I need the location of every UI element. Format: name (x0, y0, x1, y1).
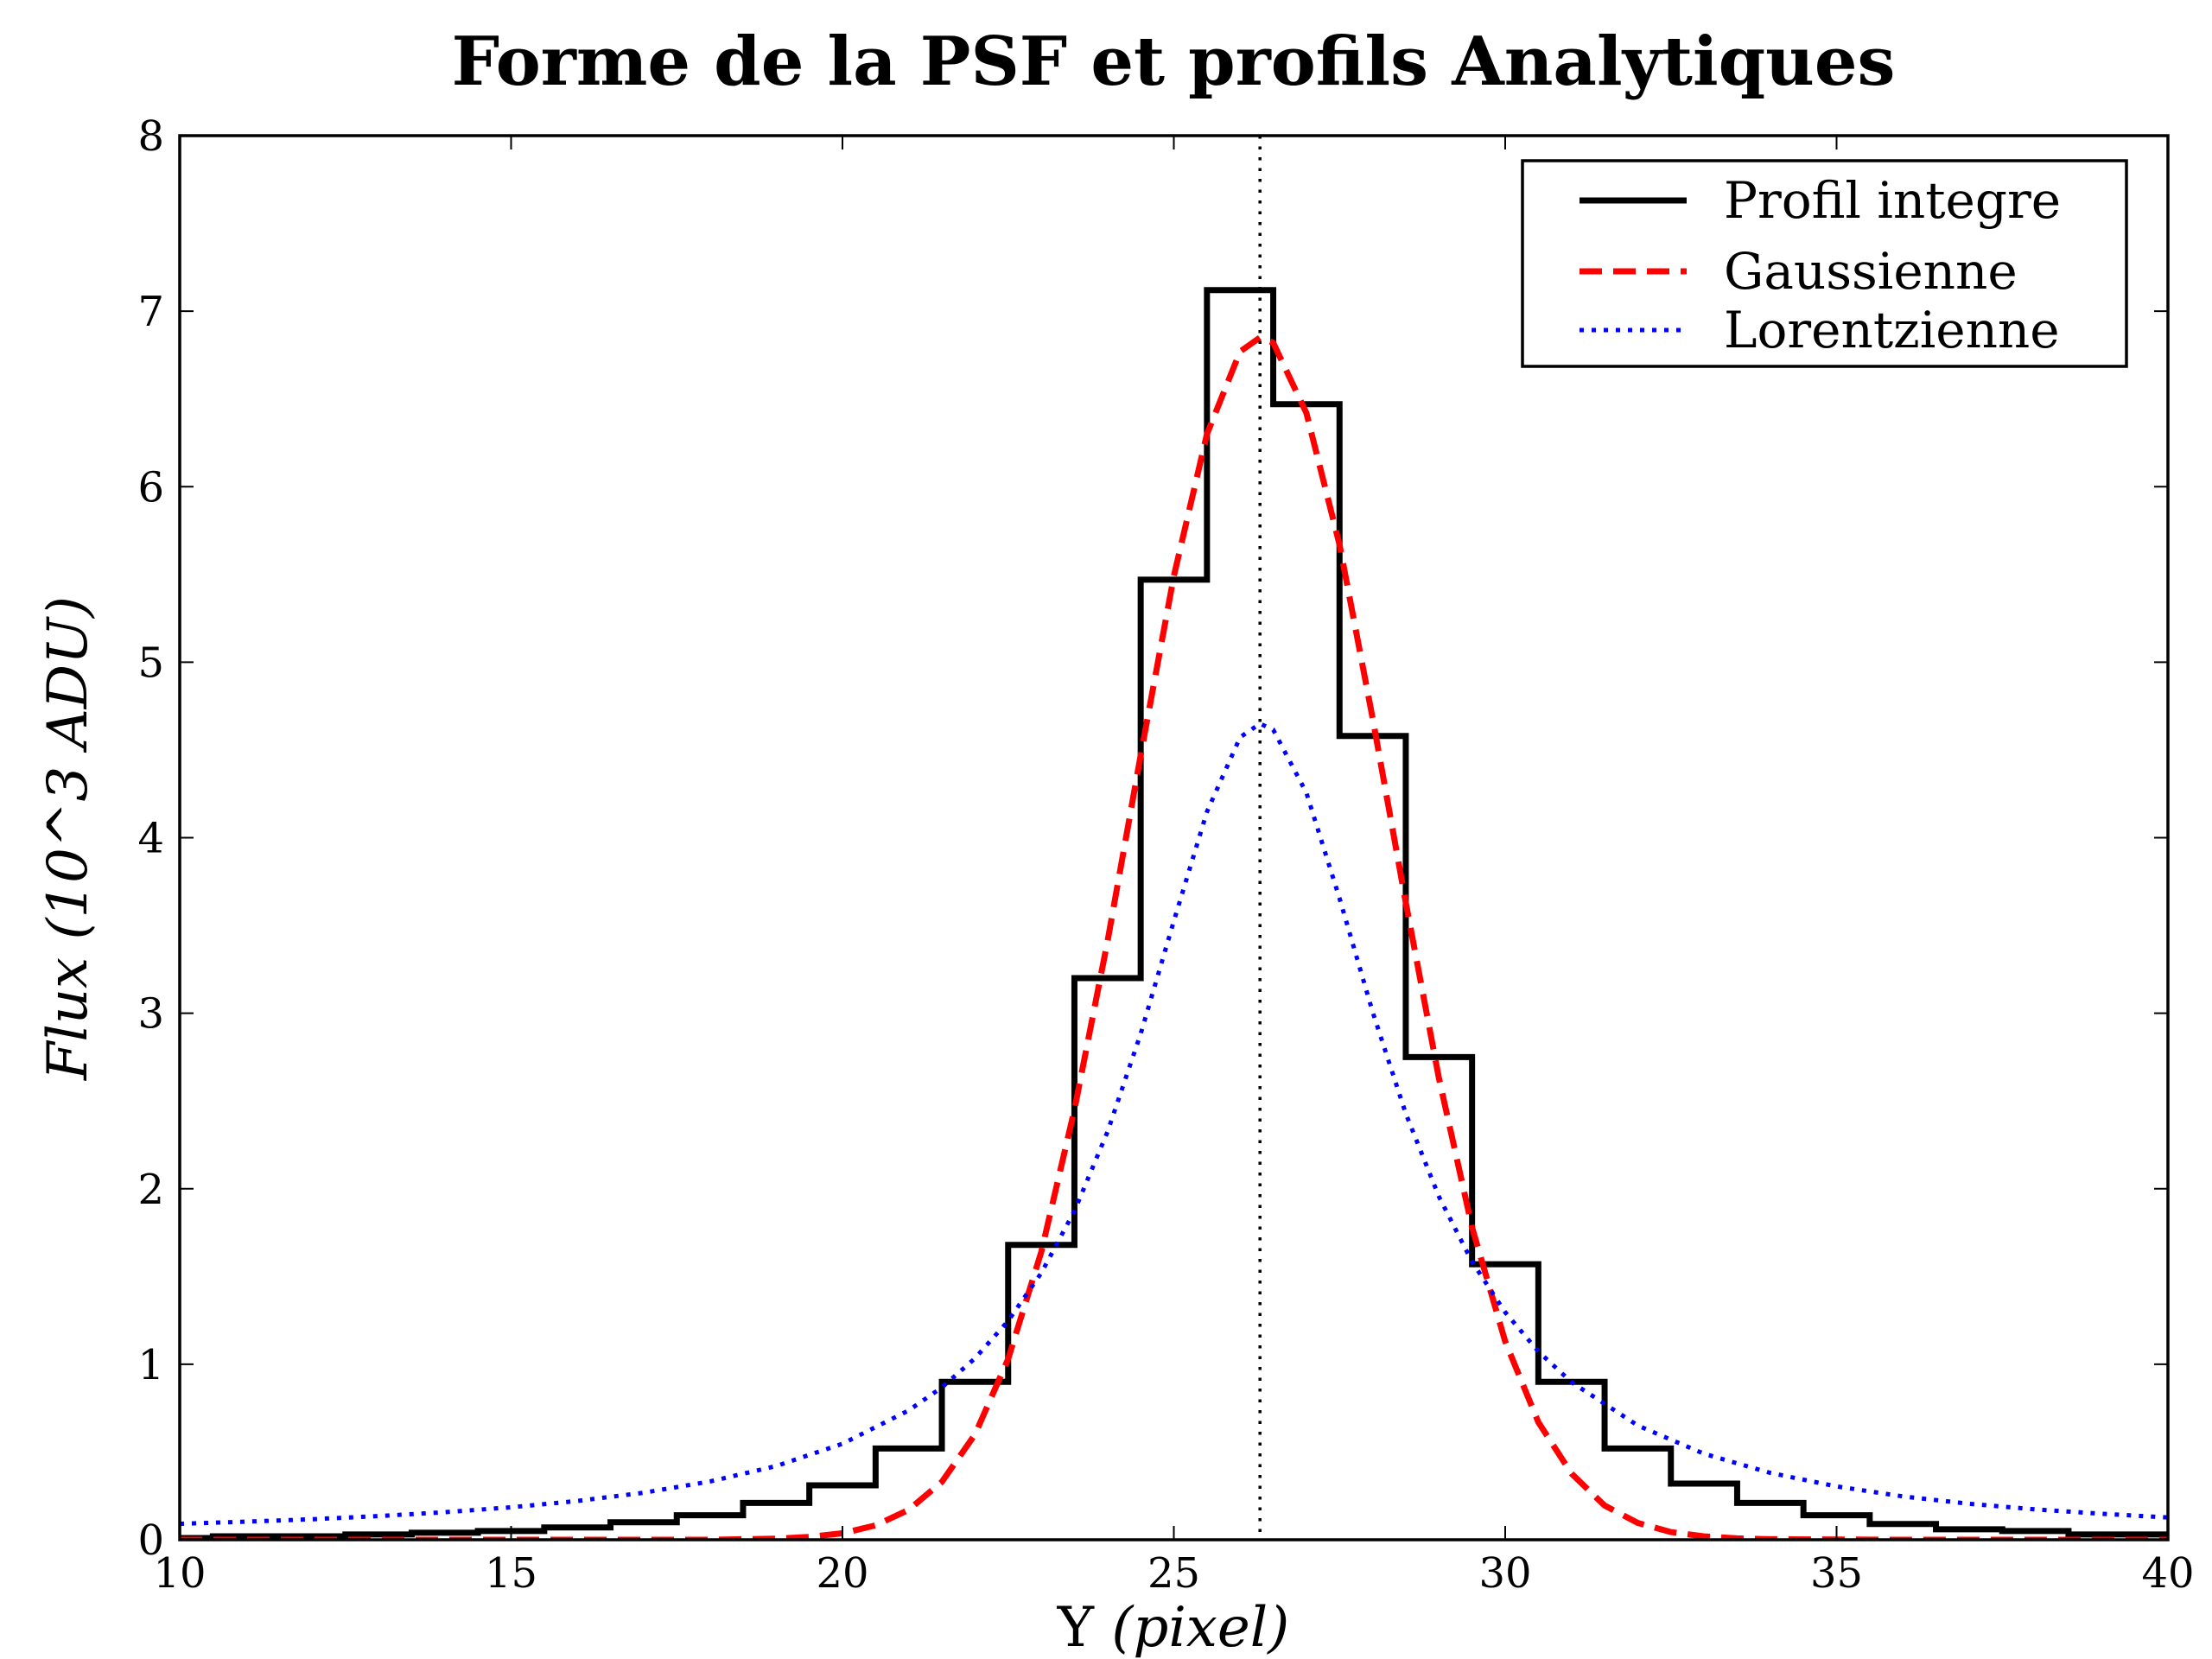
x-tick-label: 25 (1147, 1549, 1200, 1598)
legend-label: Profil integre (1724, 171, 2061, 230)
y-tick-label: 3 (137, 990, 164, 1039)
x-tick-label: 30 (1478, 1549, 1531, 1598)
y-axis-label: Flux (10^3 ADU) (36, 596, 100, 1081)
x-tick-label: 40 (2141, 1549, 2194, 1598)
series-line-profil-integre (180, 287, 2168, 1540)
x-axis-label: Y (pixel) (1057, 1596, 1289, 1659)
legend-label: Gaussienne (1724, 242, 2018, 301)
y-tick-label: 5 (137, 639, 164, 687)
x-tick-label: 35 (1810, 1549, 1863, 1598)
x-axis-label-unit: (pixel) (1111, 1596, 1289, 1659)
y-tick-label: 8 (137, 112, 164, 161)
series-line-gaussienne (180, 334, 2168, 1540)
series-group (180, 287, 2168, 1540)
y-tick-label: 7 (137, 288, 164, 336)
legend-box (1521, 159, 2128, 368)
y-tick-label: 6 (137, 463, 164, 512)
x-tick-label: 15 (485, 1549, 537, 1598)
chart-title: Forme de la PSF et profils Analytiques (452, 22, 1896, 101)
y-tick-label: 2 (137, 1166, 164, 1214)
y-tick-label: 0 (137, 1516, 164, 1565)
y-tick-label: 1 (137, 1341, 164, 1389)
x-tick-label: 10 (153, 1549, 206, 1598)
y-tick-label: 4 (137, 815, 164, 863)
x-tick-label: 20 (816, 1549, 868, 1598)
legend-label: Lorentzienne (1724, 301, 2060, 359)
ticks: 10 15 20 25 30 35 40 0 1 2 3 4 5 6 7 8 (137, 112, 2194, 1598)
x-axis-label-main: Y (1057, 1596, 1112, 1659)
